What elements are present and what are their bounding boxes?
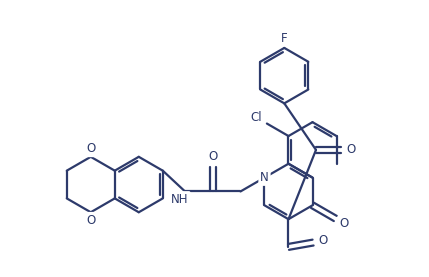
Text: O: O	[346, 143, 356, 157]
Text: O: O	[318, 234, 327, 247]
Text: N: N	[260, 171, 269, 184]
Text: O: O	[86, 142, 95, 155]
Text: NH: NH	[171, 193, 189, 206]
Text: O: O	[86, 214, 95, 227]
Text: Cl: Cl	[251, 111, 263, 124]
Text: F: F	[281, 32, 287, 45]
Text: O: O	[339, 217, 348, 230]
Text: O: O	[208, 150, 218, 163]
